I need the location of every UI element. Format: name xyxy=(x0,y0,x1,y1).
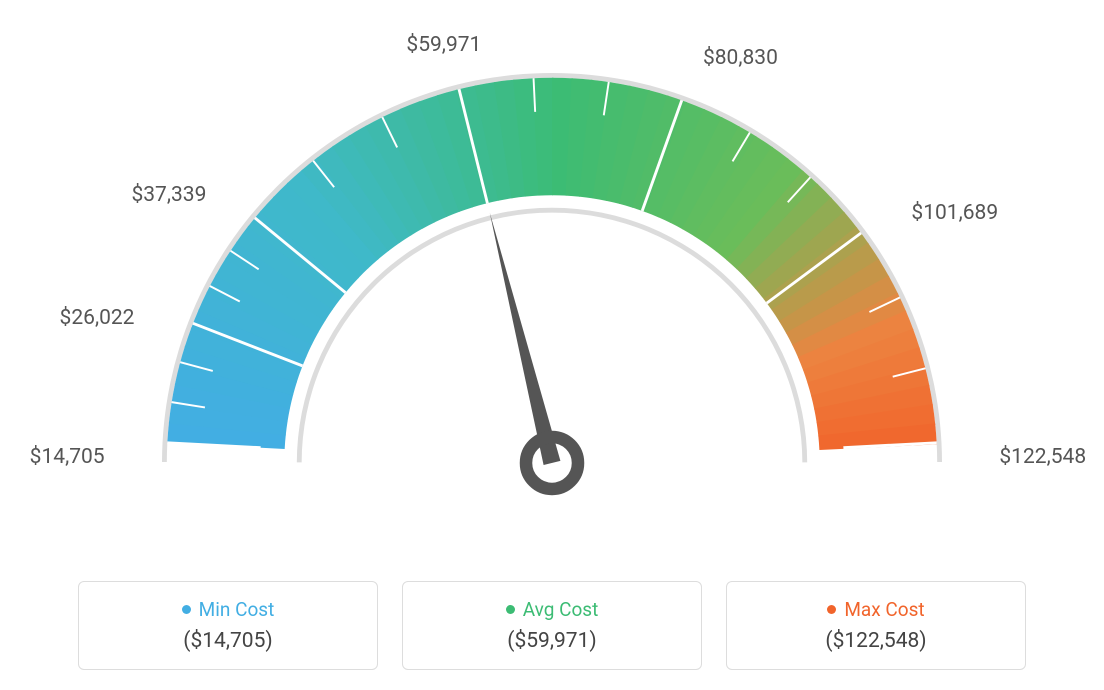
gauge-tick-label: $101,689 xyxy=(911,201,998,225)
legend-value-min: ($14,705) xyxy=(79,629,377,653)
legend-title-text: Avg Cost xyxy=(523,598,599,621)
legend-card-avg: Avg Cost ($59,971) xyxy=(402,581,702,670)
legend-title-text: Min Cost xyxy=(199,598,275,621)
gauge-tick-label: $80,830 xyxy=(703,46,778,70)
legend-value-avg: ($59,971) xyxy=(403,629,701,653)
gauge-chart: $14,705$26,022$37,339$59,971$80,830$101,… xyxy=(52,20,1052,540)
legend-title-max: Max Cost xyxy=(727,598,1025,621)
dot-icon xyxy=(182,605,191,614)
legend-value-max: ($122,548) xyxy=(727,629,1025,653)
gauge-tick-label: $37,339 xyxy=(131,183,206,207)
legend-title-text: Max Cost xyxy=(844,598,924,621)
gauge-tick-label: $59,971 xyxy=(406,33,481,57)
legend-card-min: Min Cost ($14,705) xyxy=(78,581,378,670)
legend-title-avg: Avg Cost xyxy=(403,598,701,621)
legend-row: Min Cost ($14,705) Avg Cost ($59,971) Ma… xyxy=(78,581,1026,670)
gauge-tick-label: $14,705 xyxy=(30,445,105,469)
dot-icon xyxy=(827,605,836,614)
gauge-tick-label: $26,022 xyxy=(60,306,135,330)
dot-icon xyxy=(506,605,515,614)
gauge-svg xyxy=(52,20,1052,540)
legend-title-min: Min Cost xyxy=(79,598,377,621)
gauge-tick-label: $122,548 xyxy=(999,445,1086,469)
legend-card-max: Max Cost ($122,548) xyxy=(726,581,1026,670)
